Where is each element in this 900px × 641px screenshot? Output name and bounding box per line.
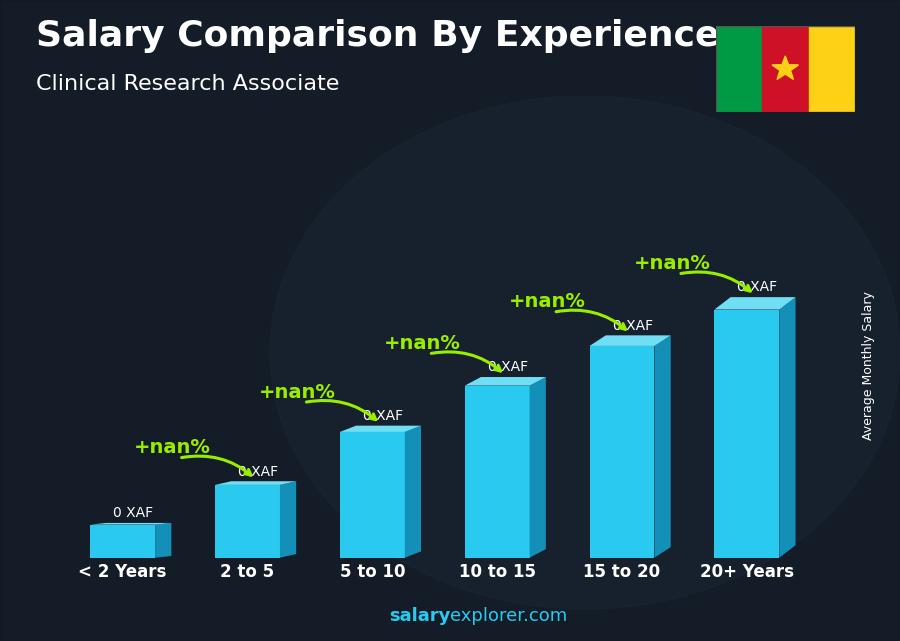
Text: 0 XAF: 0 XAF (363, 409, 403, 423)
Text: 0 XAF: 0 XAF (238, 465, 278, 479)
Bar (90, 524, 155, 558)
Text: +nan%: +nan% (259, 383, 336, 401)
Text: salary: salary (389, 607, 450, 625)
Text: Average Monthly Salary: Average Monthly Salary (862, 291, 875, 440)
Polygon shape (155, 523, 171, 558)
Text: +nan%: +nan% (134, 438, 211, 457)
Polygon shape (340, 426, 421, 432)
Polygon shape (464, 377, 546, 386)
Bar (340, 432, 405, 558)
Text: 0 XAF: 0 XAF (613, 319, 652, 333)
Polygon shape (215, 481, 296, 485)
Bar (464, 386, 529, 558)
Bar (716, 26, 762, 112)
Polygon shape (772, 56, 798, 79)
Text: 0 XAF: 0 XAF (113, 506, 153, 520)
Polygon shape (529, 377, 546, 558)
Ellipse shape (270, 96, 900, 609)
Text: +nan%: +nan% (383, 334, 461, 353)
Bar (808, 26, 855, 112)
Polygon shape (90, 523, 171, 524)
Polygon shape (280, 481, 296, 558)
Text: 0 XAF: 0 XAF (488, 360, 528, 374)
Text: +nan%: +nan% (634, 254, 710, 273)
Text: explorer.com: explorer.com (450, 607, 567, 625)
Text: +nan%: +nan% (508, 292, 586, 311)
Bar (762, 26, 808, 112)
Polygon shape (590, 335, 670, 346)
Polygon shape (405, 426, 421, 558)
Bar (590, 346, 654, 558)
Text: Clinical Research Associate: Clinical Research Associate (36, 74, 339, 94)
Text: 0 XAF: 0 XAF (737, 281, 778, 294)
Bar (715, 310, 779, 558)
Polygon shape (654, 335, 670, 558)
Polygon shape (779, 297, 796, 558)
Bar (215, 485, 280, 558)
Polygon shape (715, 297, 796, 310)
Text: Salary Comparison By Experience: Salary Comparison By Experience (36, 19, 719, 53)
